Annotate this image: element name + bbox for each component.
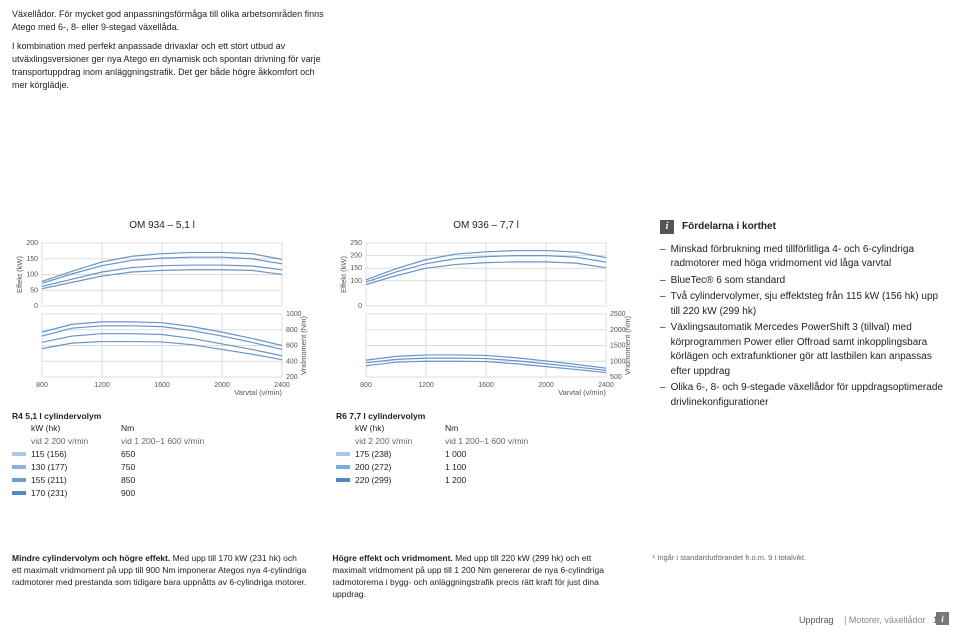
svg-text:Varvtal (v/min): Varvtal (v/min): [234, 388, 282, 397]
bottom-col1: Mindre cylindervolym och högre effekt. M…: [12, 553, 306, 601]
benefits-sidebar: i Fördelarna i korthet Minskad förbrukni…: [660, 220, 947, 499]
svg-text:500: 500: [610, 374, 622, 381]
svg-text:200: 200: [350, 253, 362, 260]
benefit-item: Olika 6-, 8- och 9-stegade växellådor fö…: [660, 381, 947, 410]
chart-om936: OM 936 – 7,7 l 0100150200250500100015002…: [336, 220, 636, 499]
benefits-list: Minskad förbrukning med tillförlitliga 4…: [660, 243, 947, 411]
corner-info-icon: i: [936, 612, 949, 625]
benefit-item: BlueTec® 6 som standard: [660, 274, 947, 289]
intro-para1: Växellådor. För mycket god anpassningsfö…: [12, 8, 330, 34]
svg-text:150: 150: [26, 256, 38, 263]
chart2-canvas: 0100150200250500100015002000250080012001…: [336, 237, 636, 397]
sidebar-title: Fördelarna i korthet: [682, 220, 776, 235]
bottom-col2: Högre effekt och vridmoment. Med upp til…: [332, 553, 626, 601]
sidebar-title-row: i Fördelarna i korthet: [660, 220, 947, 235]
svg-text:Effekt (kW): Effekt (kW): [339, 256, 348, 293]
svg-text:0: 0: [34, 303, 38, 310]
svg-text:50: 50: [30, 287, 38, 294]
svg-text:200: 200: [26, 240, 38, 247]
svg-text:2000: 2000: [214, 382, 230, 389]
svg-text:Effekt (kW): Effekt (kW): [15, 256, 24, 293]
chart-om934: OM 934 – 5,1 l 0 50 100 150 200 200 400 600 800 1…: [12, 220, 312, 499]
svg-text:1200: 1200: [418, 382, 434, 389]
svg-text:1600: 1600: [478, 382, 494, 389]
svg-text:0: 0: [358, 303, 362, 310]
svg-text:800: 800: [286, 327, 298, 334]
chart2-title: OM 936 – 7,7 l: [336, 220, 636, 231]
svg-text:1600: 1600: [154, 382, 170, 389]
svg-text:Varvtal (v/min): Varvtal (v/min): [558, 388, 606, 397]
svg-text:400: 400: [286, 358, 298, 365]
svg-text:100: 100: [26, 272, 38, 279]
svg-text:200: 200: [286, 374, 298, 381]
svg-text:100: 100: [350, 278, 362, 285]
chart1-legend: R4 5,1 l cylindervolymkW (hk)Nmvid 2 200…: [12, 411, 312, 499]
info-icon: i: [660, 220, 674, 234]
svg-text:Vridmoment (Nm): Vridmoment (Nm): [623, 316, 632, 375]
bottom-captions: Mindre cylindervolym och högre effekt. M…: [12, 553, 947, 601]
svg-text:Vridmoment (Nm): Vridmoment (Nm): [299, 316, 308, 375]
chart1-canvas: 0501001502002004006008001000800120016002…: [12, 237, 312, 397]
svg-text:800: 800: [36, 382, 48, 389]
chart2-legend: R6 7,7 l cylindervolymkW (hk)Nmvid 2 200…: [336, 411, 636, 486]
svg-text:800: 800: [360, 382, 372, 389]
chart1-title: OM 934 – 5,1 l: [12, 220, 312, 231]
svg-text:2000: 2000: [538, 382, 554, 389]
benefit-item: Minskad förbrukning med tillförlitliga 4…: [660, 243, 947, 272]
benefit-item: Växlingsautomatik Mercedes PowerShift 3 …: [660, 321, 947, 379]
intro-text: Växellådor. För mycket god anpassningsfö…: [0, 0, 330, 92]
svg-text:250: 250: [350, 240, 362, 247]
bottom-col3: ¹ Ingår i standardutförandet fr.o.m. 9 t…: [653, 553, 947, 601]
intro-para2: I kombination med perfekt anpassade driv…: [12, 40, 330, 92]
benefit-item: Två cylindervolymer, sju effektsteg från…: [660, 290, 947, 319]
svg-text:600: 600: [286, 343, 298, 350]
page-footer-separator: |: [844, 615, 846, 625]
svg-text:1200: 1200: [94, 382, 110, 389]
page-footer: Uppdrag | Motorer, växellådor 13: [799, 615, 943, 625]
svg-text:150: 150: [350, 265, 362, 272]
